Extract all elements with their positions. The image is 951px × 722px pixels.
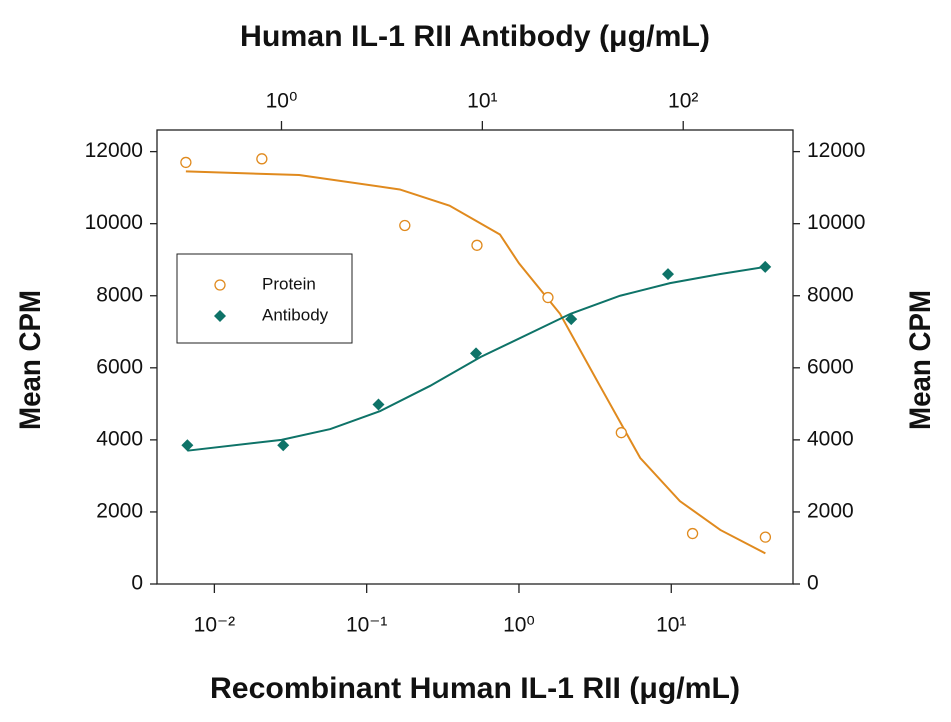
chart-title: Human IL-1 RII Antibody (μg/mL) [240,20,710,53]
y2-axis-label: Mean CPM [904,290,937,430]
data-point [542,291,554,304]
data-point [277,439,290,452]
x2-tick-label: 10⁰ [266,90,298,113]
y-tick-label: 0 [131,572,143,595]
y-tick-label: 10000 [85,211,143,234]
legend-label: Antibody [262,305,329,324]
x2-tick-label: 10¹ [467,90,497,113]
data-point [471,239,483,251]
fit-curve [185,170,766,555]
y2-tick-label: 6000 [807,355,854,378]
data-point [399,219,411,232]
y-tick-label: 6000 [96,355,143,378]
x-axis-label: Recombinant Human IL-1 RII (μg/mL) [210,672,740,705]
y-tick-label: 2000 [96,499,143,522]
y-tick-label: 12000 [85,139,143,162]
data-point [686,527,699,540]
data-point [256,153,268,165]
x-tick-label: 10⁻² [194,614,235,637]
y-tick-label: 8000 [96,283,143,306]
data-point [470,347,483,360]
y2-tick-label: 4000 [807,427,854,450]
data-point [662,268,675,281]
y2-tick-label: 2000 [807,499,854,522]
y-tick-label: 4000 [96,427,143,450]
legend-box [176,253,353,344]
y2-tick-label: 8000 [807,283,854,306]
data-point [372,398,385,411]
x2-tick-label: 10² [668,90,698,113]
legend-label: Protein [262,274,316,293]
y2-tick-label: 12000 [807,139,865,162]
x-tick-label: 10⁻¹ [346,614,387,637]
plot-frame [156,129,794,585]
data-point [759,531,772,543]
y2-tick-label: 10000 [807,211,865,234]
y-axis-label: Mean CPM [14,290,47,430]
legend-marker [214,310,226,322]
data-point [181,439,194,452]
data-point [615,427,627,439]
data-point [180,156,192,169]
x-tick-label: 10¹ [656,614,686,637]
x-tick-label: 10⁰ [503,614,535,637]
fit-curve [187,265,766,452]
data-point [565,313,578,326]
data-point [759,260,772,273]
y2-tick-label: 0 [807,572,819,595]
legend-marker [214,279,226,291]
